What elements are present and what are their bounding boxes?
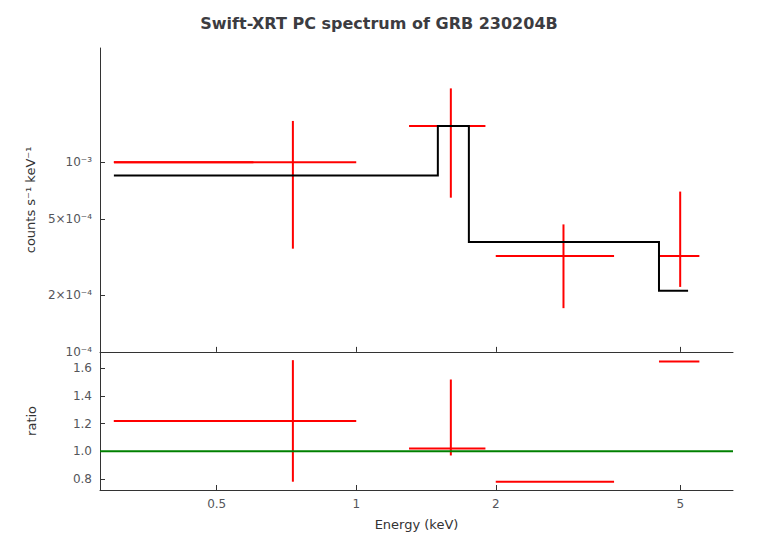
svg-text:1.2: 1.2 [73, 417, 92, 431]
svg-text:1: 1 [352, 497, 360, 511]
svg-text:Swift-XRT PC spectrum of GRB 2: Swift-XRT PC spectrum of GRB 230204B [200, 14, 557, 33]
svg-text:5: 5 [676, 497, 684, 511]
svg-text:1.0: 1.0 [73, 444, 92, 458]
svg-text:1.6: 1.6 [73, 361, 92, 375]
svg-text:counts s⁻¹ keV⁻¹: counts s⁻¹ keV⁻¹ [23, 147, 38, 254]
svg-text:5×10⁻⁴: 5×10⁻⁴ [48, 212, 92, 226]
svg-text:0.8: 0.8 [73, 472, 92, 486]
svg-text:10⁻⁴: 10⁻⁴ [66, 345, 93, 359]
svg-text:2×10⁻⁴: 2×10⁻⁴ [48, 288, 92, 302]
svg-text:10⁻³: 10⁻³ [66, 155, 93, 169]
svg-text:2: 2 [492, 497, 500, 511]
svg-text:ratio: ratio [24, 406, 39, 436]
svg-text:0.5: 0.5 [207, 497, 226, 511]
svg-text:1.4: 1.4 [73, 389, 92, 403]
svg-text:Energy (keV): Energy (keV) [375, 517, 459, 532]
